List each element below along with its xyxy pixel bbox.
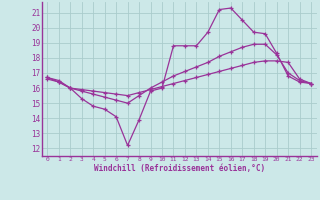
X-axis label: Windchill (Refroidissement éolien,°C): Windchill (Refroidissement éolien,°C) <box>94 164 265 173</box>
